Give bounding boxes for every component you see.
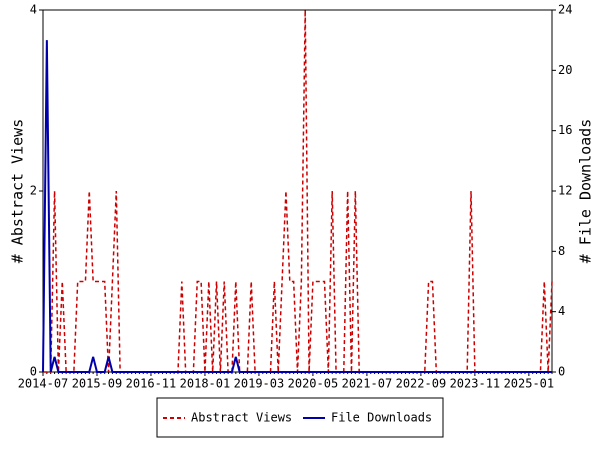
y2-tick-label: 4 [558,304,565,318]
y2-tick-label: 12 [558,184,572,198]
x-tick-label: 2022-09 [396,377,447,391]
y-tick-label: 2 [30,184,37,198]
y-axis-label: # Abstract Views [9,119,27,264]
x-tick-label: 2019-03 [234,377,285,391]
x-tick-label: 2018-01 [180,377,231,391]
x-tick-label: 2021-07 [342,377,393,391]
y-tick-label: 4 [30,3,37,17]
x-tick-label: 2023-11 [450,377,501,391]
x-tick-label: 2025-01 [504,377,555,391]
y2-axis-label: # File Downloads [577,119,595,264]
x-tick-label: 2014-07 [18,377,69,391]
y2-tick-label: 16 [558,123,572,137]
x-tick-label: 2015-09 [72,377,123,391]
x-tick-label: 2020-05 [288,377,339,391]
y2-tick-label: 20 [558,63,572,77]
legend-label: Abstract Views [191,411,292,425]
y-tick-label: 0 [30,365,37,379]
y2-tick-label: 24 [558,3,572,17]
y2-tick-label: 8 [558,244,565,258]
series-line [42,40,552,373]
y2-tick-label: 0 [558,365,565,379]
x-tick-label: 2016-11 [126,377,177,391]
legend-label: File Downloads [331,411,432,425]
legend-box [156,397,444,438]
